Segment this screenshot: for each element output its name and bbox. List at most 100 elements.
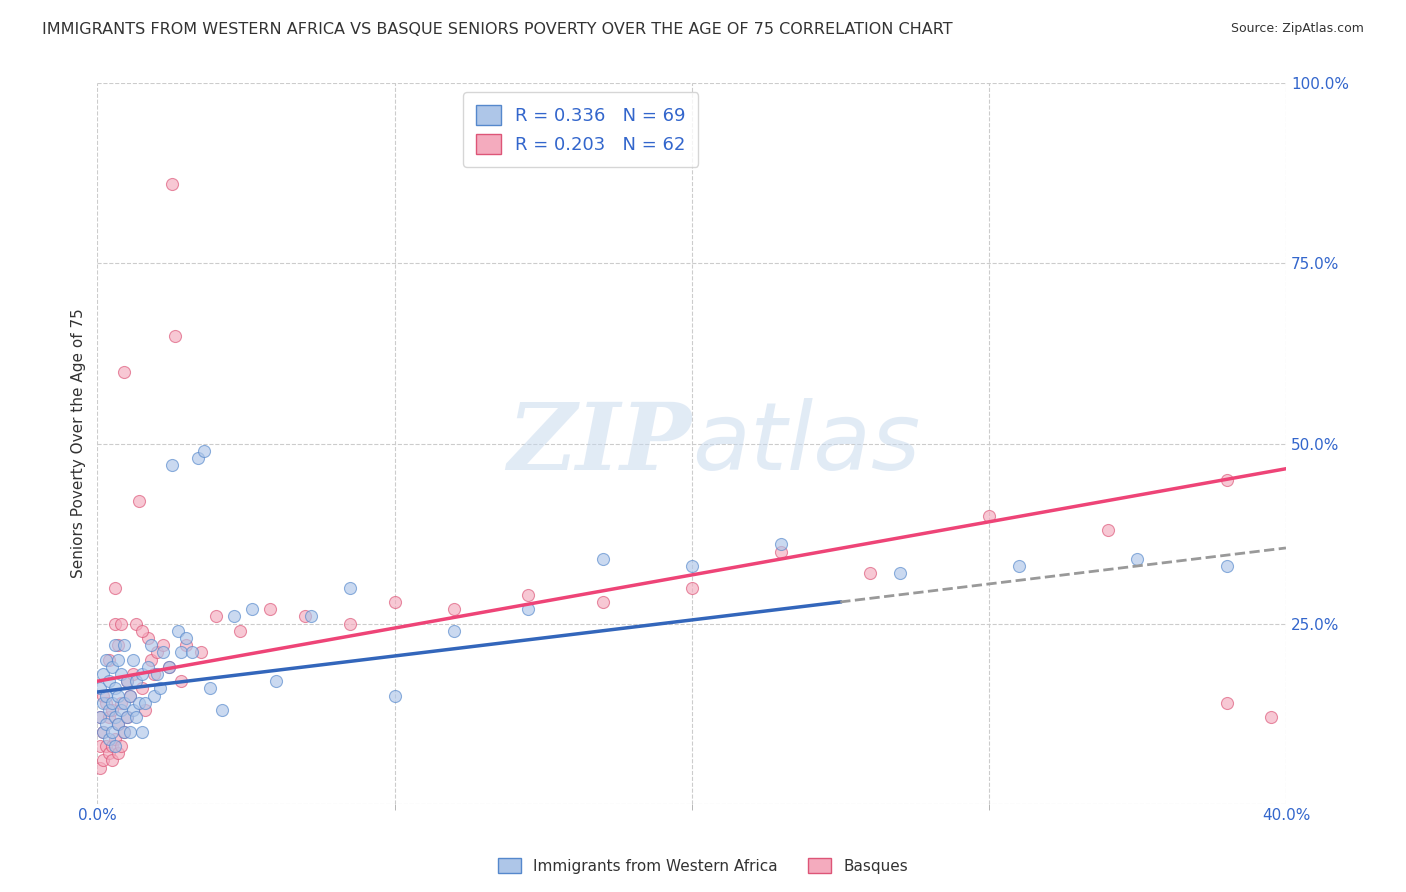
Point xyxy=(107,689,129,703)
Point xyxy=(107,717,129,731)
Point xyxy=(91,724,114,739)
Point xyxy=(96,652,118,666)
Point xyxy=(107,746,129,760)
Point xyxy=(1215,473,1237,487)
Point xyxy=(190,645,212,659)
Point xyxy=(98,731,121,746)
Point xyxy=(112,696,135,710)
Point xyxy=(146,667,169,681)
Point xyxy=(1215,558,1237,573)
Point xyxy=(104,581,127,595)
Point xyxy=(91,724,114,739)
Point xyxy=(98,710,121,724)
Point xyxy=(229,624,252,638)
Point xyxy=(104,739,127,753)
Point xyxy=(96,696,118,710)
Point xyxy=(101,660,124,674)
Point xyxy=(139,652,162,666)
Point xyxy=(104,681,127,696)
Point xyxy=(104,731,127,746)
Point xyxy=(89,739,111,753)
Point xyxy=(200,681,222,696)
Point xyxy=(146,645,169,659)
Point xyxy=(115,710,138,724)
Point xyxy=(977,508,1000,523)
Point xyxy=(681,581,703,595)
Point xyxy=(98,674,121,689)
Point xyxy=(107,638,129,652)
Point xyxy=(110,739,132,753)
Point xyxy=(122,652,145,666)
Point xyxy=(104,638,127,652)
Point xyxy=(91,753,114,767)
Point xyxy=(125,616,148,631)
Point xyxy=(166,624,188,638)
Point xyxy=(118,724,141,739)
Point xyxy=(205,609,228,624)
Legend: Immigrants from Western Africa, Basques: Immigrants from Western Africa, Basques xyxy=(492,852,914,880)
Point xyxy=(134,696,156,710)
Point xyxy=(96,717,118,731)
Point xyxy=(89,710,111,724)
Point xyxy=(128,696,150,710)
Point xyxy=(1097,523,1119,537)
Point xyxy=(112,724,135,739)
Point xyxy=(681,558,703,573)
Point xyxy=(104,616,127,631)
Point xyxy=(181,645,204,659)
Point xyxy=(592,551,614,566)
Point xyxy=(96,689,118,703)
Point xyxy=(1126,551,1149,566)
Point xyxy=(169,645,191,659)
Point xyxy=(101,724,124,739)
Text: atlas: atlas xyxy=(692,398,920,489)
Point xyxy=(134,703,156,717)
Point xyxy=(112,724,135,739)
Point xyxy=(157,660,180,674)
Point xyxy=(339,616,361,631)
Point xyxy=(91,667,114,681)
Point xyxy=(517,602,540,616)
Point xyxy=(104,710,127,724)
Point xyxy=(193,443,215,458)
Point xyxy=(101,753,124,767)
Point xyxy=(259,602,281,616)
Point xyxy=(592,595,614,609)
Point xyxy=(889,566,911,581)
Point xyxy=(131,724,153,739)
Point xyxy=(384,595,406,609)
Point xyxy=(110,667,132,681)
Point xyxy=(443,602,465,616)
Point xyxy=(142,667,165,681)
Point xyxy=(160,458,183,472)
Point xyxy=(176,631,198,645)
Point xyxy=(157,660,180,674)
Point xyxy=(122,667,145,681)
Point xyxy=(152,638,174,652)
Point xyxy=(187,450,209,465)
Point xyxy=(136,631,159,645)
Point xyxy=(131,681,153,696)
Point xyxy=(1260,710,1282,724)
Point xyxy=(91,689,114,703)
Point xyxy=(101,703,124,717)
Point xyxy=(107,717,129,731)
Point xyxy=(142,689,165,703)
Point xyxy=(112,364,135,378)
Point xyxy=(110,696,132,710)
Point xyxy=(222,609,245,624)
Point xyxy=(125,674,148,689)
Y-axis label: Seniors Poverty Over the Age of 75: Seniors Poverty Over the Age of 75 xyxy=(72,309,86,578)
Point xyxy=(115,710,138,724)
Point xyxy=(115,674,138,689)
Point xyxy=(118,689,141,703)
Point xyxy=(91,696,114,710)
Text: IMMIGRANTS FROM WESTERN AFRICA VS BASQUE SENIORS POVERTY OVER THE AGE OF 75 CORR: IMMIGRANTS FROM WESTERN AFRICA VS BASQUE… xyxy=(42,22,953,37)
Text: ZIP: ZIP xyxy=(508,399,692,489)
Point xyxy=(118,689,141,703)
Point xyxy=(160,178,183,192)
Point xyxy=(769,537,792,551)
Point xyxy=(98,746,121,760)
Point xyxy=(384,689,406,703)
Legend: R = 0.336   N = 69, R = 0.203   N = 62: R = 0.336 N = 69, R = 0.203 N = 62 xyxy=(463,93,699,167)
